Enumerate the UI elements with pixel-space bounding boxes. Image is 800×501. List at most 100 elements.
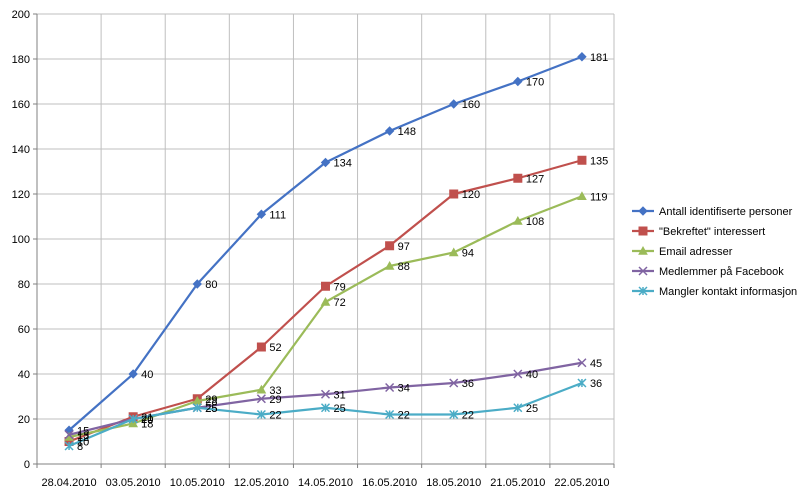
series-4 bbox=[64, 378, 587, 451]
data-label: 119 bbox=[590, 191, 608, 203]
y-tick-label: 160 bbox=[12, 99, 30, 111]
data-label: 108 bbox=[526, 216, 544, 228]
y-tick-label: 40 bbox=[18, 369, 30, 381]
legend-label: Mangler kontakt informasjon bbox=[659, 286, 797, 298]
data-label: 22 bbox=[269, 410, 281, 422]
data-label: 111 bbox=[269, 209, 286, 221]
y-tick-label: 120 bbox=[12, 189, 30, 201]
data-point bbox=[449, 409, 459, 420]
data-label: 127 bbox=[526, 173, 544, 185]
y-tick-label: 200 bbox=[12, 9, 30, 21]
data-label: 34 bbox=[398, 383, 410, 395]
data-label: 12 bbox=[77, 432, 89, 444]
legend-item: Antall identifiserte personer bbox=[632, 206, 793, 218]
data-label: 40 bbox=[141, 369, 153, 381]
data-label: 52 bbox=[269, 342, 281, 354]
axes: 0 20 40 60 80 100 120 140 160 180 200 28.04.2010 03.… bbox=[12, 9, 615, 489]
data-point bbox=[385, 241, 395, 251]
data-label: 36 bbox=[590, 378, 602, 390]
y-tick-label: 140 bbox=[12, 144, 30, 156]
data-point bbox=[513, 76, 523, 87]
data-label: 8 bbox=[77, 441, 83, 453]
data-label: 94 bbox=[462, 248, 474, 260]
data-point bbox=[513, 403, 523, 413]
y-tick-label: 100 bbox=[12, 234, 30, 246]
data-label: 134 bbox=[334, 158, 352, 170]
legend-label: Antall identifiserte personer bbox=[659, 206, 793, 218]
legend-marker bbox=[638, 206, 648, 216]
y-tick-label: 180 bbox=[12, 54, 30, 66]
data-point bbox=[577, 191, 587, 200]
data-point bbox=[577, 52, 587, 62]
legend: Antall identifiserte personer "Bekreftet"… bbox=[632, 206, 797, 298]
data-label: 120 bbox=[462, 189, 480, 201]
data-label: 88 bbox=[398, 261, 410, 273]
series-line bbox=[68, 195, 583, 439]
data-label: 28 bbox=[205, 396, 217, 408]
data-label: 10 bbox=[77, 437, 89, 449]
legend-marker bbox=[638, 286, 648, 296]
data-label: 170 bbox=[526, 77, 544, 89]
data-point bbox=[192, 403, 202, 413]
data-label: 22 bbox=[462, 410, 474, 422]
legend-item: Medlemmer på Facebook bbox=[632, 266, 784, 278]
data-label: 135 bbox=[590, 155, 608, 167]
legend-marker bbox=[638, 245, 648, 255]
data-label: 148 bbox=[398, 126, 416, 138]
legend-item: Email adresser bbox=[632, 245, 733, 258]
data-point bbox=[320, 157, 331, 168]
y-tick-label: 60 bbox=[18, 324, 30, 336]
data-point bbox=[385, 382, 395, 393]
data-label: 72 bbox=[334, 297, 346, 309]
legend-label: Medlemmer på Facebook bbox=[659, 266, 784, 278]
data-label: 45 bbox=[590, 358, 602, 370]
x-tick-label: 16.05.2010 bbox=[362, 477, 417, 489]
data-label: 21 bbox=[141, 412, 153, 424]
y-tick-label: 80 bbox=[18, 279, 30, 291]
data-label: 40 bbox=[526, 369, 538, 381]
y-tick-label: 20 bbox=[18, 414, 30, 426]
x-tick-label: 21.05.2010 bbox=[490, 477, 545, 489]
data-label: 13 bbox=[77, 430, 89, 442]
data-label: 29 bbox=[205, 394, 217, 406]
data-label: 22 bbox=[398, 410, 410, 422]
data-label: 181 bbox=[590, 52, 608, 64]
data-label: 25 bbox=[205, 403, 217, 415]
data-point bbox=[256, 342, 266, 352]
data-labels: 15 40 80 111 134 148 160 170 181 10 21 29 52 79 97 120 1… bbox=[77, 52, 608, 453]
data-point bbox=[449, 189, 459, 199]
data-point bbox=[256, 394, 266, 404]
x-tick-label: 28.04.2010 bbox=[42, 477, 97, 489]
grid-lines bbox=[37, 13, 615, 464]
legend-marker bbox=[638, 226, 648, 236]
data-point bbox=[321, 281, 330, 291]
data-label: 36 bbox=[462, 378, 474, 390]
data-label: 18 bbox=[141, 419, 153, 431]
data-label: 33 bbox=[269, 385, 281, 397]
data-point bbox=[512, 215, 523, 225]
data-point bbox=[192, 279, 202, 289]
legend-item: "Bekreftet" interessert bbox=[632, 226, 765, 238]
data-point bbox=[320, 389, 331, 399]
data-point bbox=[64, 441, 74, 451]
data-point bbox=[385, 409, 395, 420]
data-label: 25 bbox=[334, 403, 346, 415]
x-tick-label: 22.05.2010 bbox=[554, 477, 609, 489]
x-tick-label: 14.05.2010 bbox=[298, 477, 353, 489]
data-label: 15 bbox=[77, 425, 89, 437]
data-label: 20 bbox=[141, 414, 153, 426]
x-tick-label: 10.05.2010 bbox=[170, 477, 225, 489]
data-label: 20 bbox=[141, 414, 153, 426]
data-point bbox=[384, 126, 395, 136]
data-point bbox=[64, 430, 74, 440]
data-point bbox=[384, 260, 395, 270]
data-label: 29 bbox=[269, 394, 281, 406]
series-0 bbox=[64, 52, 587, 435]
data-point bbox=[320, 296, 331, 306]
legend-label: Email adresser bbox=[659, 246, 733, 258]
data-point bbox=[448, 247, 459, 257]
data-point bbox=[449, 378, 459, 388]
data-point bbox=[256, 384, 267, 394]
data-label: 160 bbox=[462, 99, 480, 111]
